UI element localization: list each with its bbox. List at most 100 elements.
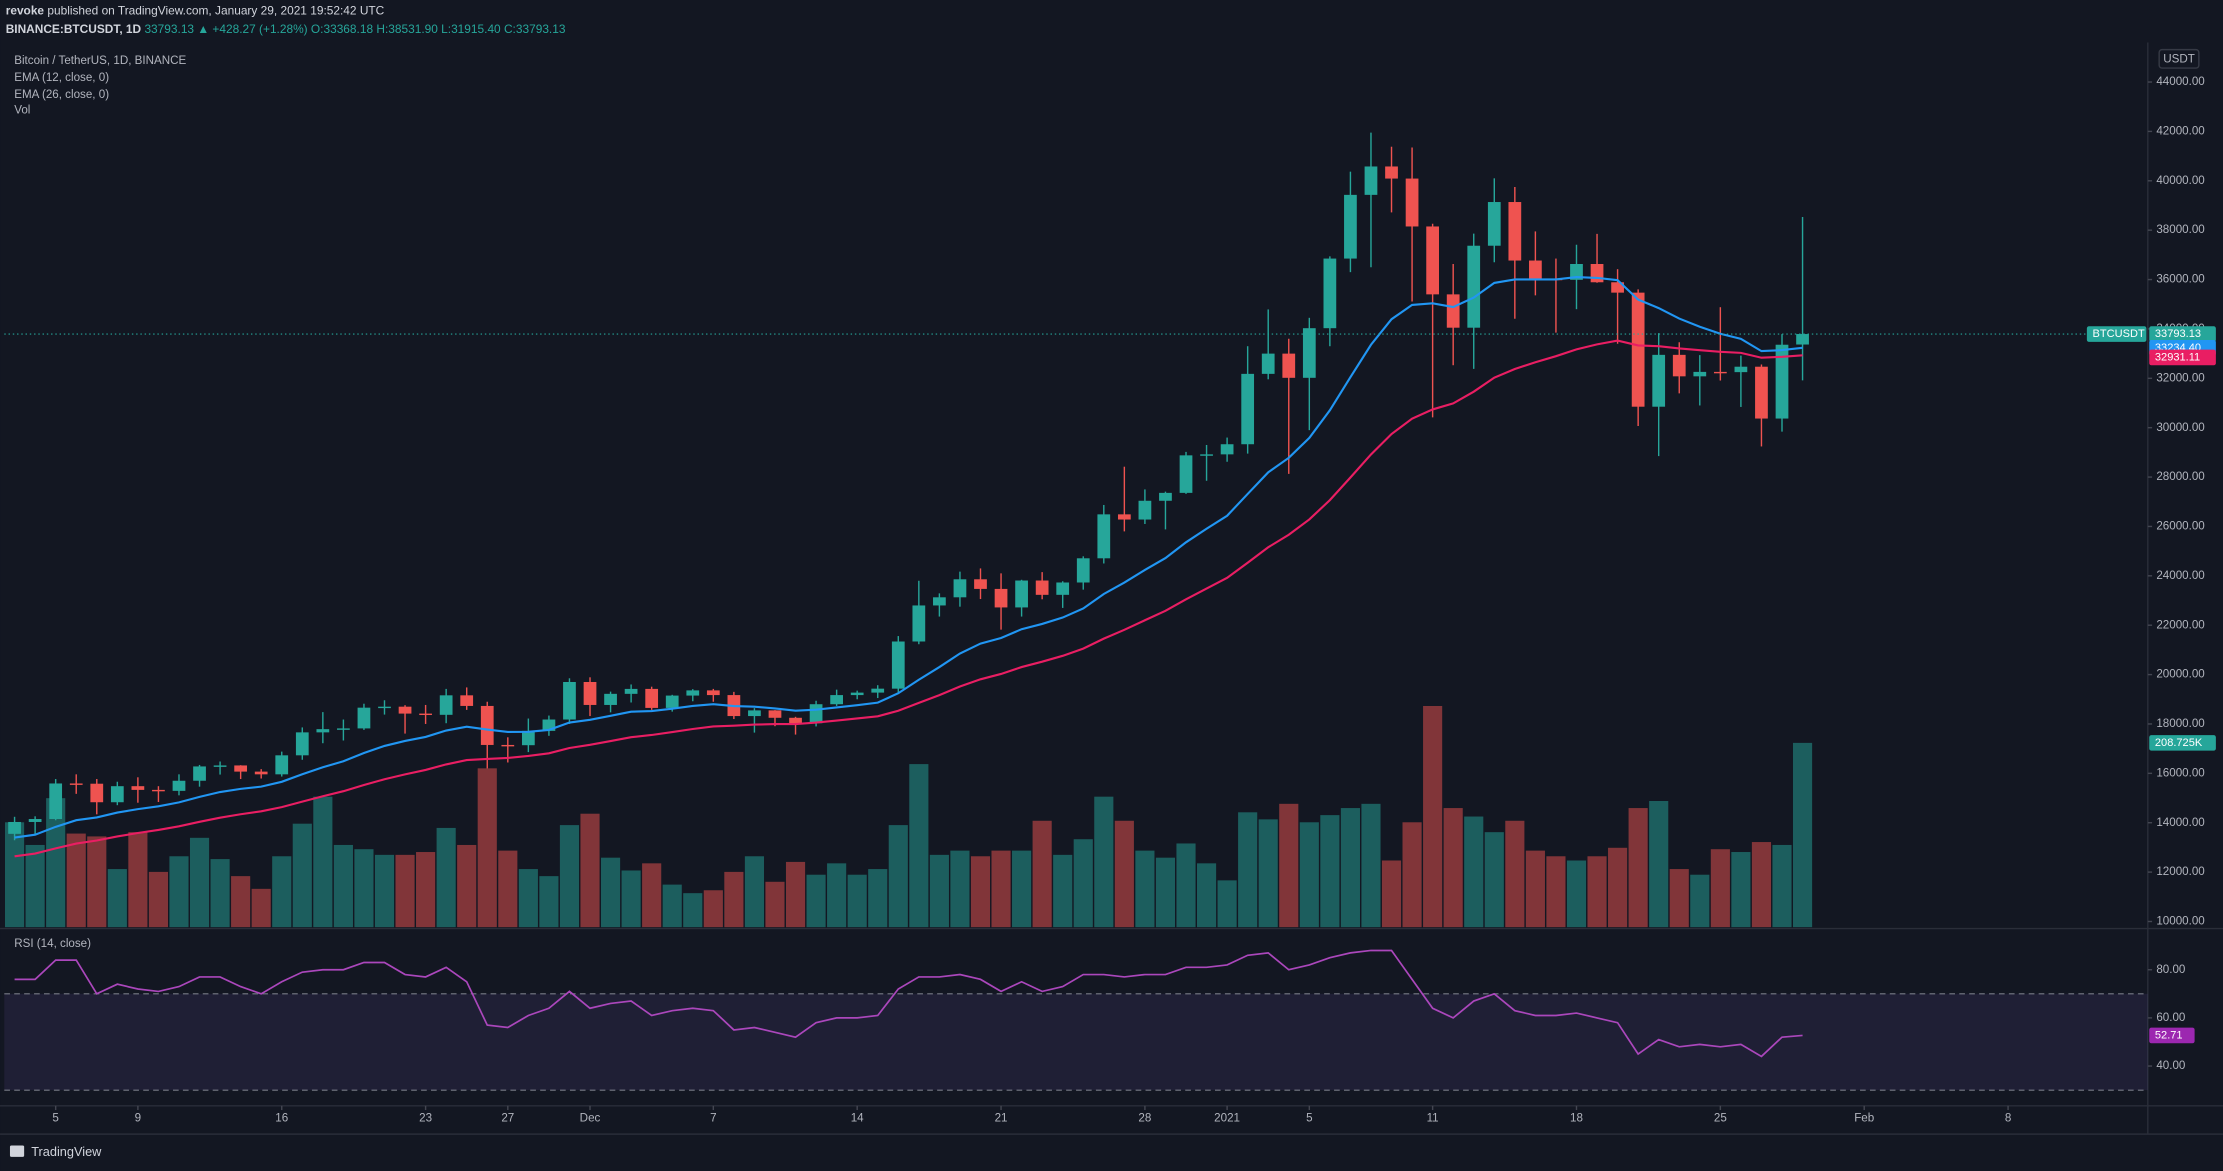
- volume-bar: [1525, 850, 1545, 928]
- candle-body: [1693, 371, 1707, 377]
- volume-bar: [703, 890, 723, 928]
- legend-volume: Vol: [14, 104, 30, 117]
- legend-ema26: EMA (26, close, 0): [14, 88, 109, 101]
- logo-icon: [9, 1145, 25, 1157]
- volume-bar: [1238, 812, 1258, 928]
- user[interactable]: revoke: [6, 3, 45, 17]
- volume-bar: [107, 869, 127, 928]
- last-price-badge-bg: [2149, 326, 2216, 342]
- y-tick-label: 22000.00: [2156, 618, 2204, 631]
- volume-bar: [189, 837, 210, 928]
- volume-bar: [231, 876, 251, 928]
- y-tick-label: 10000.00: [2156, 915, 2204, 928]
- x-tick-label: 5: [52, 1112, 58, 1125]
- candle-body: [1056, 582, 1070, 595]
- volume-bar: [1710, 849, 1730, 928]
- x-tick-label: 18: [1570, 1112, 1583, 1125]
- candle-body: [8, 821, 21, 834]
- publish-line: revoke published on TradingView.com, Jan…: [6, 3, 385, 17]
- legend-rsi: RSI (14, close): [14, 937, 91, 950]
- volume-bar: [1566, 860, 1587, 928]
- volume-bar: [1279, 803, 1299, 928]
- candle-body: [1734, 366, 1748, 373]
- volume-bar: [251, 888, 271, 928]
- candle-body: [1344, 194, 1357, 259]
- candle-body: [337, 728, 350, 730]
- candle-body: [1508, 202, 1522, 261]
- volume-bar: [1772, 844, 1792, 928]
- candle-body: [1405, 178, 1419, 227]
- x-tick-label: 14: [851, 1112, 864, 1125]
- volume-bar: [683, 893, 703, 928]
- candle-body: [49, 783, 63, 820]
- volume-bar: [1731, 852, 1751, 928]
- candle-body: [1755, 366, 1768, 419]
- volume-bar: [1608, 847, 1628, 928]
- candle-body: [1241, 373, 1255, 445]
- candle-body: [172, 780, 186, 791]
- rsi-tick-label: 60.00: [2156, 1011, 2185, 1024]
- candle-body: [1097, 514, 1111, 559]
- volume-bar: [1587, 856, 1607, 928]
- volume-bar: [868, 869, 888, 928]
- volume-bar: [806, 874, 826, 928]
- candle-body: [604, 693, 617, 705]
- y-tick-label: 42000.00: [2156, 124, 2204, 137]
- x-tick-label: 7: [710, 1112, 716, 1125]
- candle-body: [748, 710, 761, 717]
- volume-bar: [1340, 808, 1360, 928]
- candle-body: [1426, 226, 1439, 295]
- candle-body: [501, 744, 515, 747]
- rsi-band: [4, 993, 2148, 1091]
- x-tick-label: 28: [1138, 1112, 1151, 1125]
- volume-bar: [333, 844, 353, 928]
- volume-bar: [1484, 832, 1504, 928]
- x-tick-label: 5: [1306, 1112, 1312, 1125]
- candle-body: [1652, 354, 1666, 407]
- candle-body: [974, 579, 987, 589]
- candle-body: [1672, 354, 1686, 377]
- candle-body: [1076, 558, 1090, 583]
- symbol-badge-bg: [2086, 326, 2147, 342]
- candle-body: [1138, 500, 1152, 520]
- quote: 33793.13 ▲ +428.27 (+1.28%) O:33368.18 H…: [144, 22, 565, 36]
- volume-bar: [313, 796, 333, 928]
- volume-bar: [642, 863, 662, 928]
- candle-body: [480, 705, 494, 745]
- candle-body: [1796, 334, 1809, 345]
- volume-bar: [1423, 706, 1443, 928]
- footer-logo[interactable]: TradingView: [9, 1144, 102, 1159]
- volume-bar: [292, 823, 312, 928]
- volume-bar: [600, 857, 621, 928]
- volume-bar: [847, 874, 867, 928]
- unit-box[interactable]: [2158, 48, 2200, 69]
- volume-bar: [518, 869, 538, 928]
- volume-bar: [827, 863, 847, 928]
- legend-ema12: EMA (12, close, 0): [14, 71, 109, 84]
- candle-body: [1467, 245, 1481, 328]
- rsi-tick-label: 80.00: [2156, 963, 2185, 976]
- rsi-badge: 52.71: [2155, 1029, 2183, 1041]
- volume-bar: [436, 827, 456, 928]
- volume-bar: [416, 852, 436, 928]
- volume-bar: [909, 764, 929, 928]
- volume-badge-bg: [2149, 735, 2216, 751]
- volume-bar: [970, 856, 991, 928]
- unit: USDT: [2163, 53, 2195, 66]
- candle-body: [1035, 580, 1049, 595]
- volume-bar: [1217, 880, 1237, 928]
- candle-body: [90, 783, 104, 803]
- rsi-line: [14, 949, 1803, 1058]
- candle-body: [275, 755, 289, 775]
- candle-body: [1220, 444, 1234, 455]
- candle-body: [1590, 263, 1604, 283]
- candle-body: [1200, 454, 1213, 456]
- candle-body: [563, 681, 576, 720]
- volume-bar: [374, 854, 395, 928]
- volume-bar: [785, 861, 806, 928]
- volume-bar: [5, 822, 25, 928]
- ema-line: [14, 339, 1803, 858]
- y-tick-label: 14000.00: [2156, 816, 2204, 829]
- ema-badge: 32931.11: [2155, 351, 2200, 363]
